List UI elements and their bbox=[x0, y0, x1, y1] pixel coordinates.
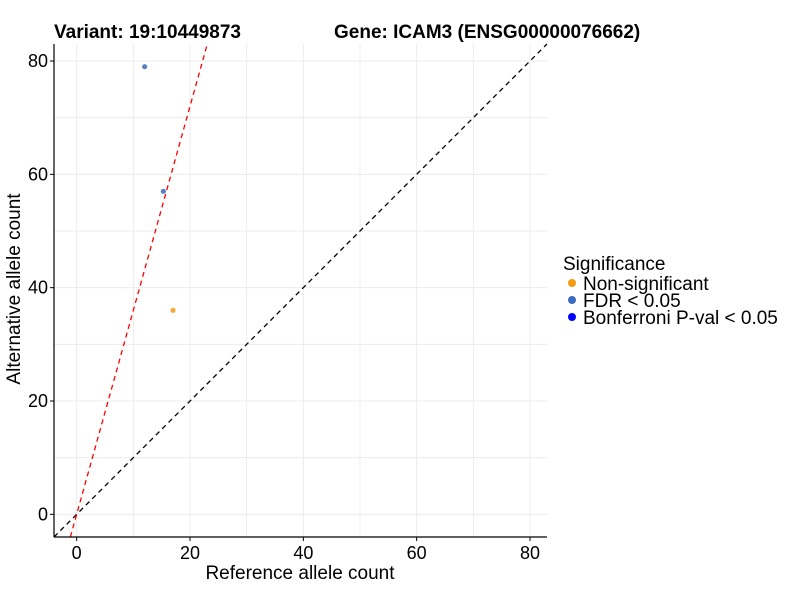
y-tick-label: 80 bbox=[28, 51, 48, 71]
legend-item-label: Bonferroni P-val < 0.05 bbox=[583, 308, 778, 329]
y-tick-label: 20 bbox=[28, 391, 48, 411]
legend-item-label: FDR < 0.05 bbox=[583, 291, 681, 312]
reference-lines bbox=[53, 43, 548, 538]
data-point bbox=[160, 188, 166, 194]
y-tick-label: 60 bbox=[28, 164, 48, 184]
legend-swatch bbox=[568, 279, 576, 287]
x-tick-label: 20 bbox=[180, 543, 200, 563]
data-points bbox=[142, 64, 176, 313]
x-tick-label: 60 bbox=[407, 543, 427, 563]
legend-swatch bbox=[568, 313, 576, 321]
x-tick-label: 0 bbox=[72, 543, 82, 563]
data-point bbox=[170, 307, 176, 313]
x-tick-label: 40 bbox=[293, 543, 313, 563]
legend-item-label: Non-significant bbox=[583, 274, 709, 295]
x-axis-ticks: 0 20 40 60 80 bbox=[72, 537, 540, 563]
chart-title-variant: Variant: 19:10449873 bbox=[54, 22, 241, 43]
axes bbox=[53, 44, 547, 538]
chart-title-gene: Gene: ICAM3 (ENSG00000076662) bbox=[334, 22, 640, 43]
y-tick-label: 40 bbox=[28, 278, 48, 298]
y-axis-label: Alternative allele count bbox=[4, 193, 25, 385]
y-axis-ticks: 0 20 40 60 80 bbox=[28, 51, 54, 524]
grid bbox=[54, 44, 547, 537]
x-tick-label: 80 bbox=[520, 543, 540, 563]
data-point bbox=[142, 64, 148, 70]
x-axis-label: Reference allele count bbox=[205, 563, 395, 584]
legend-title: Significance bbox=[563, 254, 665, 275]
legend-swatch bbox=[568, 296, 576, 304]
fitted-reference-line bbox=[69, 43, 208, 538]
y-tick-label: 0 bbox=[38, 504, 48, 524]
